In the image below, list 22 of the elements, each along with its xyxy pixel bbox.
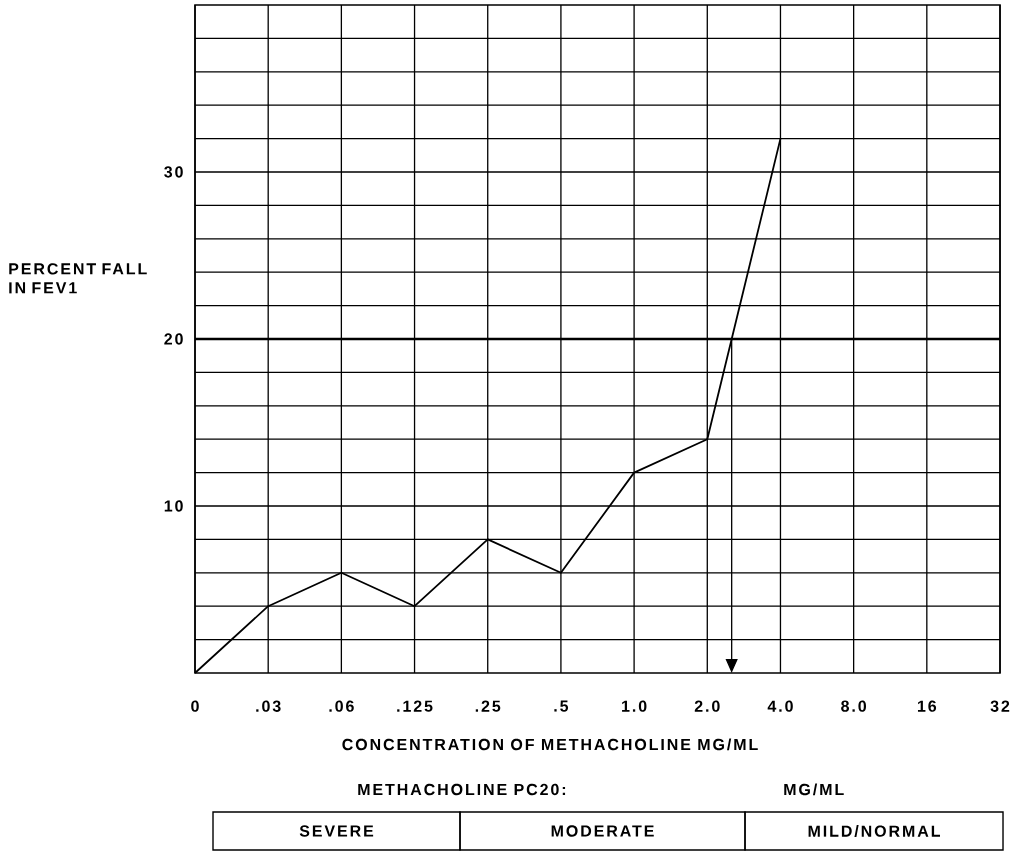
x-tick-label: .25	[475, 700, 501, 712]
text: MG/ML	[784, 783, 844, 796]
y-tick-label: 20	[164, 333, 183, 345]
text: METHACHOLINE PC20:	[358, 783, 566, 796]
text: SEVERE	[299, 825, 374, 837]
x-tick-label: .03	[256, 700, 281, 712]
y-tick-label: 30	[164, 166, 183, 178]
text: MILD/NORMAL	[808, 825, 940, 837]
x-tick-label: .06	[329, 700, 354, 712]
x-tick-label: 1.0	[622, 700, 647, 712]
x-tick-label: 0	[191, 700, 199, 712]
text: MODERATE	[551, 825, 654, 837]
x-tick-label: 8.0	[841, 700, 867, 712]
x-tick-label: .125	[397, 700, 433, 712]
x-axis-title: CONCENTRATION OF METHACHOLINE MG/ML	[342, 738, 758, 751]
x-tick-label: 32	[990, 700, 1010, 712]
x-tick-label: 16	[917, 700, 937, 712]
y-tick-label: 10	[164, 500, 183, 512]
x-tick-label: 2.0	[694, 700, 720, 712]
x-tick-label: .5	[554, 700, 569, 712]
y-axis-title: PERCENT FALL IN FEV1	[9, 263, 147, 294]
x-tick-label: 4.0	[767, 700, 793, 712]
